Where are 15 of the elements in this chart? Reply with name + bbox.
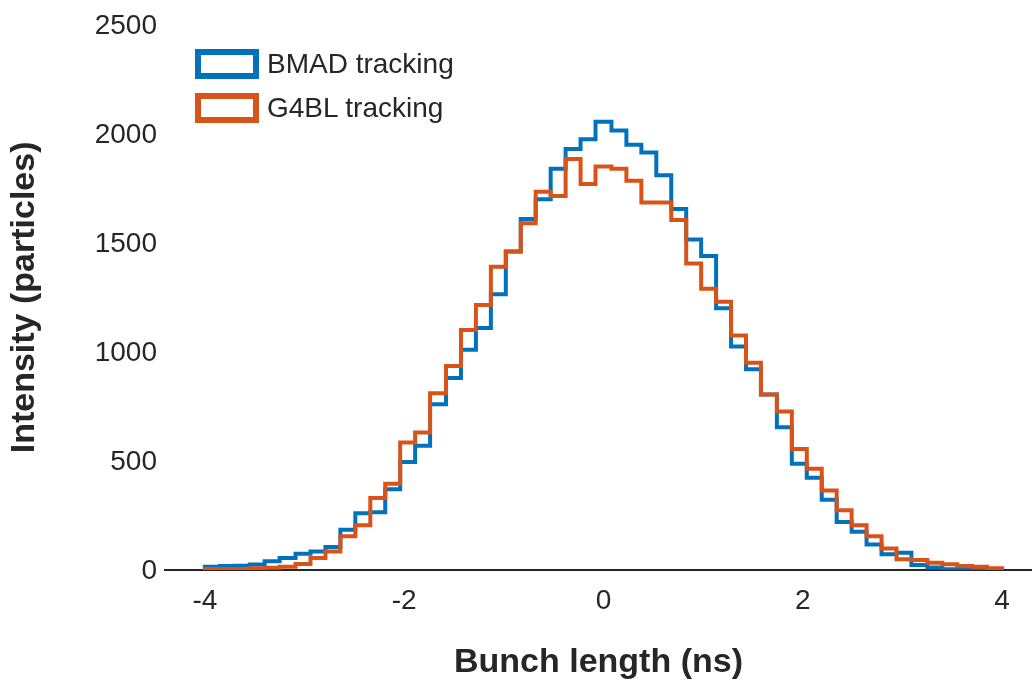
y-axis-title: Intensity (particles) [2, 141, 41, 454]
legend-label: G4BL tracking [267, 91, 444, 124]
y-tick-label: 1000 [94, 336, 157, 368]
x-axis-title: Bunch length (ns) [454, 640, 743, 679]
y-tick-label: 1500 [94, 227, 157, 259]
x-tick-label: -4 [192, 583, 218, 615]
y-tick-label: 0 [141, 554, 157, 586]
x-tick-label: 4 [994, 583, 1010, 615]
x-tick-label: -2 [391, 583, 417, 615]
legend-label: BMAD tracking [267, 47, 454, 80]
x-tick-label: 2 [795, 583, 811, 615]
x-tick-label: 0 [595, 583, 612, 615]
y-tick-label: 2500 [94, 9, 157, 41]
y-tick-label: 500 [110, 445, 157, 477]
y-tick-label: 2000 [94, 118, 157, 150]
